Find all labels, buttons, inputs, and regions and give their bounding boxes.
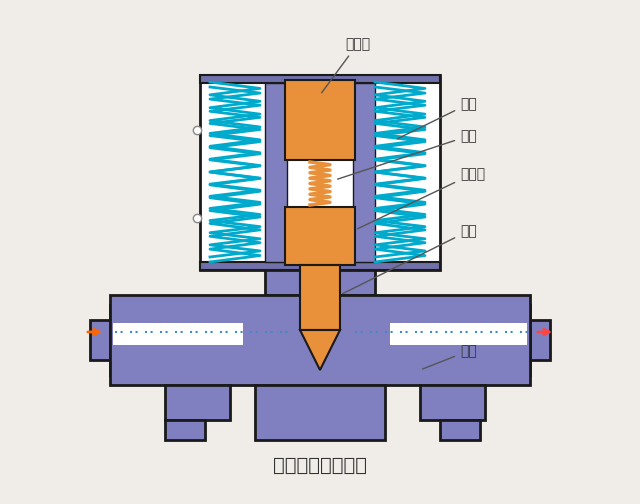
Bar xyxy=(420,385,485,420)
Text: 弹簧: 弹簧 xyxy=(397,97,477,139)
Bar xyxy=(285,207,355,265)
Bar xyxy=(200,75,440,270)
Bar xyxy=(300,265,340,330)
Bar xyxy=(110,295,530,385)
Bar xyxy=(265,270,375,295)
Bar xyxy=(255,385,385,440)
Text: 动铁心: 动铁心 xyxy=(358,167,485,229)
Bar xyxy=(113,323,243,345)
Text: 阀座: 阀座 xyxy=(422,344,477,369)
Polygon shape xyxy=(300,330,340,370)
Bar xyxy=(353,83,375,262)
Bar xyxy=(440,420,480,440)
Bar xyxy=(265,83,287,262)
Bar xyxy=(390,323,527,345)
Bar xyxy=(200,262,440,270)
Bar xyxy=(90,320,110,360)
Bar xyxy=(202,77,438,268)
Bar xyxy=(165,385,230,420)
Bar xyxy=(530,320,550,360)
Text: 阀芯: 阀芯 xyxy=(342,224,477,294)
Bar xyxy=(165,420,205,440)
Text: 直接控制式电磁阀: 直接控制式电磁阀 xyxy=(273,456,367,474)
Bar xyxy=(285,80,355,160)
Bar xyxy=(110,305,165,375)
Text: 线圈: 线圈 xyxy=(338,129,477,179)
Bar xyxy=(200,75,440,83)
Bar xyxy=(475,305,530,375)
Text: 定铁心: 定铁心 xyxy=(322,37,370,93)
